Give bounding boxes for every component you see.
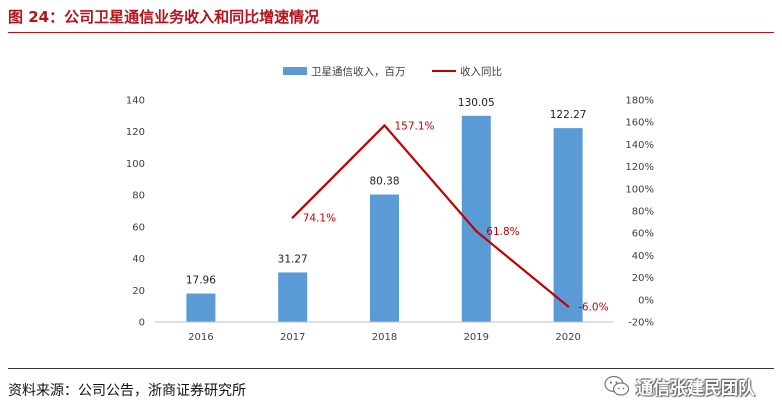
- bar-2020: [553, 128, 583, 322]
- growth-line-path: [291, 124, 569, 308]
- wechat-icon: [604, 375, 630, 396]
- right-tick-label: 120%: [625, 162, 654, 173]
- left-tick-label: 40: [132, 254, 145, 265]
- growth-point-2018: [383, 124, 386, 127]
- right-tick-label: 80%: [632, 207, 654, 218]
- growth-value-label: 74.1%: [303, 213, 336, 225]
- x-tick-label: 2020: [555, 332, 580, 343]
- right-tick-label: 0%: [638, 295, 654, 306]
- x-tick-label: 2019: [464, 332, 489, 343]
- source-rule: [8, 368, 774, 369]
- bar-2016: [186, 293, 216, 322]
- right-tick-label: 140%: [625, 140, 654, 151]
- right-tick-label: 180%: [625, 96, 654, 107]
- left-axis-ticks: 0 20 40 60 80 100 120 140: [126, 96, 145, 329]
- growth-point-2019: [475, 230, 478, 233]
- bar-value-label: 122.27: [550, 109, 587, 121]
- right-tick-label: 160%: [625, 118, 654, 129]
- right-tick-label: 100%: [625, 184, 654, 195]
- combo-chart: 卫星通信收入，百万 收入同比 0 20 40 60 80 100 120 140 -20% 0%…: [126, 65, 654, 343]
- legend-bar-swatch: [283, 67, 307, 75]
- bar-value-label: 17.96: [186, 275, 216, 287]
- x-tick-label: 2016: [188, 332, 213, 343]
- revenue-bars: 17.96 31.27 80.38 130.05 122.27: [186, 97, 587, 322]
- bar-2017: [278, 272, 308, 322]
- left-tick-label: 0: [139, 318, 145, 329]
- watermark: 通信张建民团队: [604, 372, 755, 400]
- bar-2018: [370, 194, 399, 322]
- legend-line-label: 收入同比: [460, 65, 502, 78]
- growth-value-label: -6.0%: [578, 301, 608, 313]
- right-axis-ticks: -20% 0% 20% 40% 60% 80% 100% 120% 140% 160% 180%: [625, 96, 654, 329]
- x-tick-label: 2017: [280, 332, 305, 343]
- legend-bar-label: 卫星通信收入，百万: [311, 65, 406, 78]
- left-tick-label: 140: [126, 96, 145, 107]
- x-tick-label: 2018: [372, 332, 397, 343]
- bar-value-label: 130.05: [458, 97, 495, 109]
- bar-value-label: 31.27: [278, 253, 308, 265]
- left-tick-label: 60: [132, 222, 145, 233]
- right-tick-label: 40%: [632, 251, 654, 262]
- growth-line: 74.1% 157.1% 61.8% -6.0%: [291, 120, 609, 313]
- growth-value-label: 61.8%: [486, 226, 519, 238]
- x-axis: 2016 2017 2018 2019 2020: [155, 321, 614, 343]
- left-tick-label: 120: [126, 127, 145, 138]
- left-tick-label: 100: [126, 159, 145, 170]
- figure-title: 图 24：公司卫星通信业务收入和同比增速情况: [8, 8, 320, 26]
- right-tick-label: -20%: [628, 318, 654, 329]
- bar-value-label: 80.38: [369, 176, 399, 188]
- watermark-text: 通信张建民团队: [636, 378, 755, 399]
- title-rule: [8, 32, 774, 33]
- left-tick-label: 80: [132, 191, 145, 202]
- growth-point-2017: [291, 216, 294, 219]
- growth-point-2020: [566, 305, 570, 308]
- left-tick-label: 20: [132, 286, 145, 297]
- growth-value-label: 157.1%: [395, 120, 435, 132]
- right-tick-label: 20%: [632, 273, 654, 284]
- source-note: 资料来源：公司公告，浙商证券研究所: [8, 383, 246, 399]
- right-tick-label: 60%: [632, 229, 654, 240]
- chart-legend: 卫星通信收入，百万 收入同比: [283, 65, 502, 78]
